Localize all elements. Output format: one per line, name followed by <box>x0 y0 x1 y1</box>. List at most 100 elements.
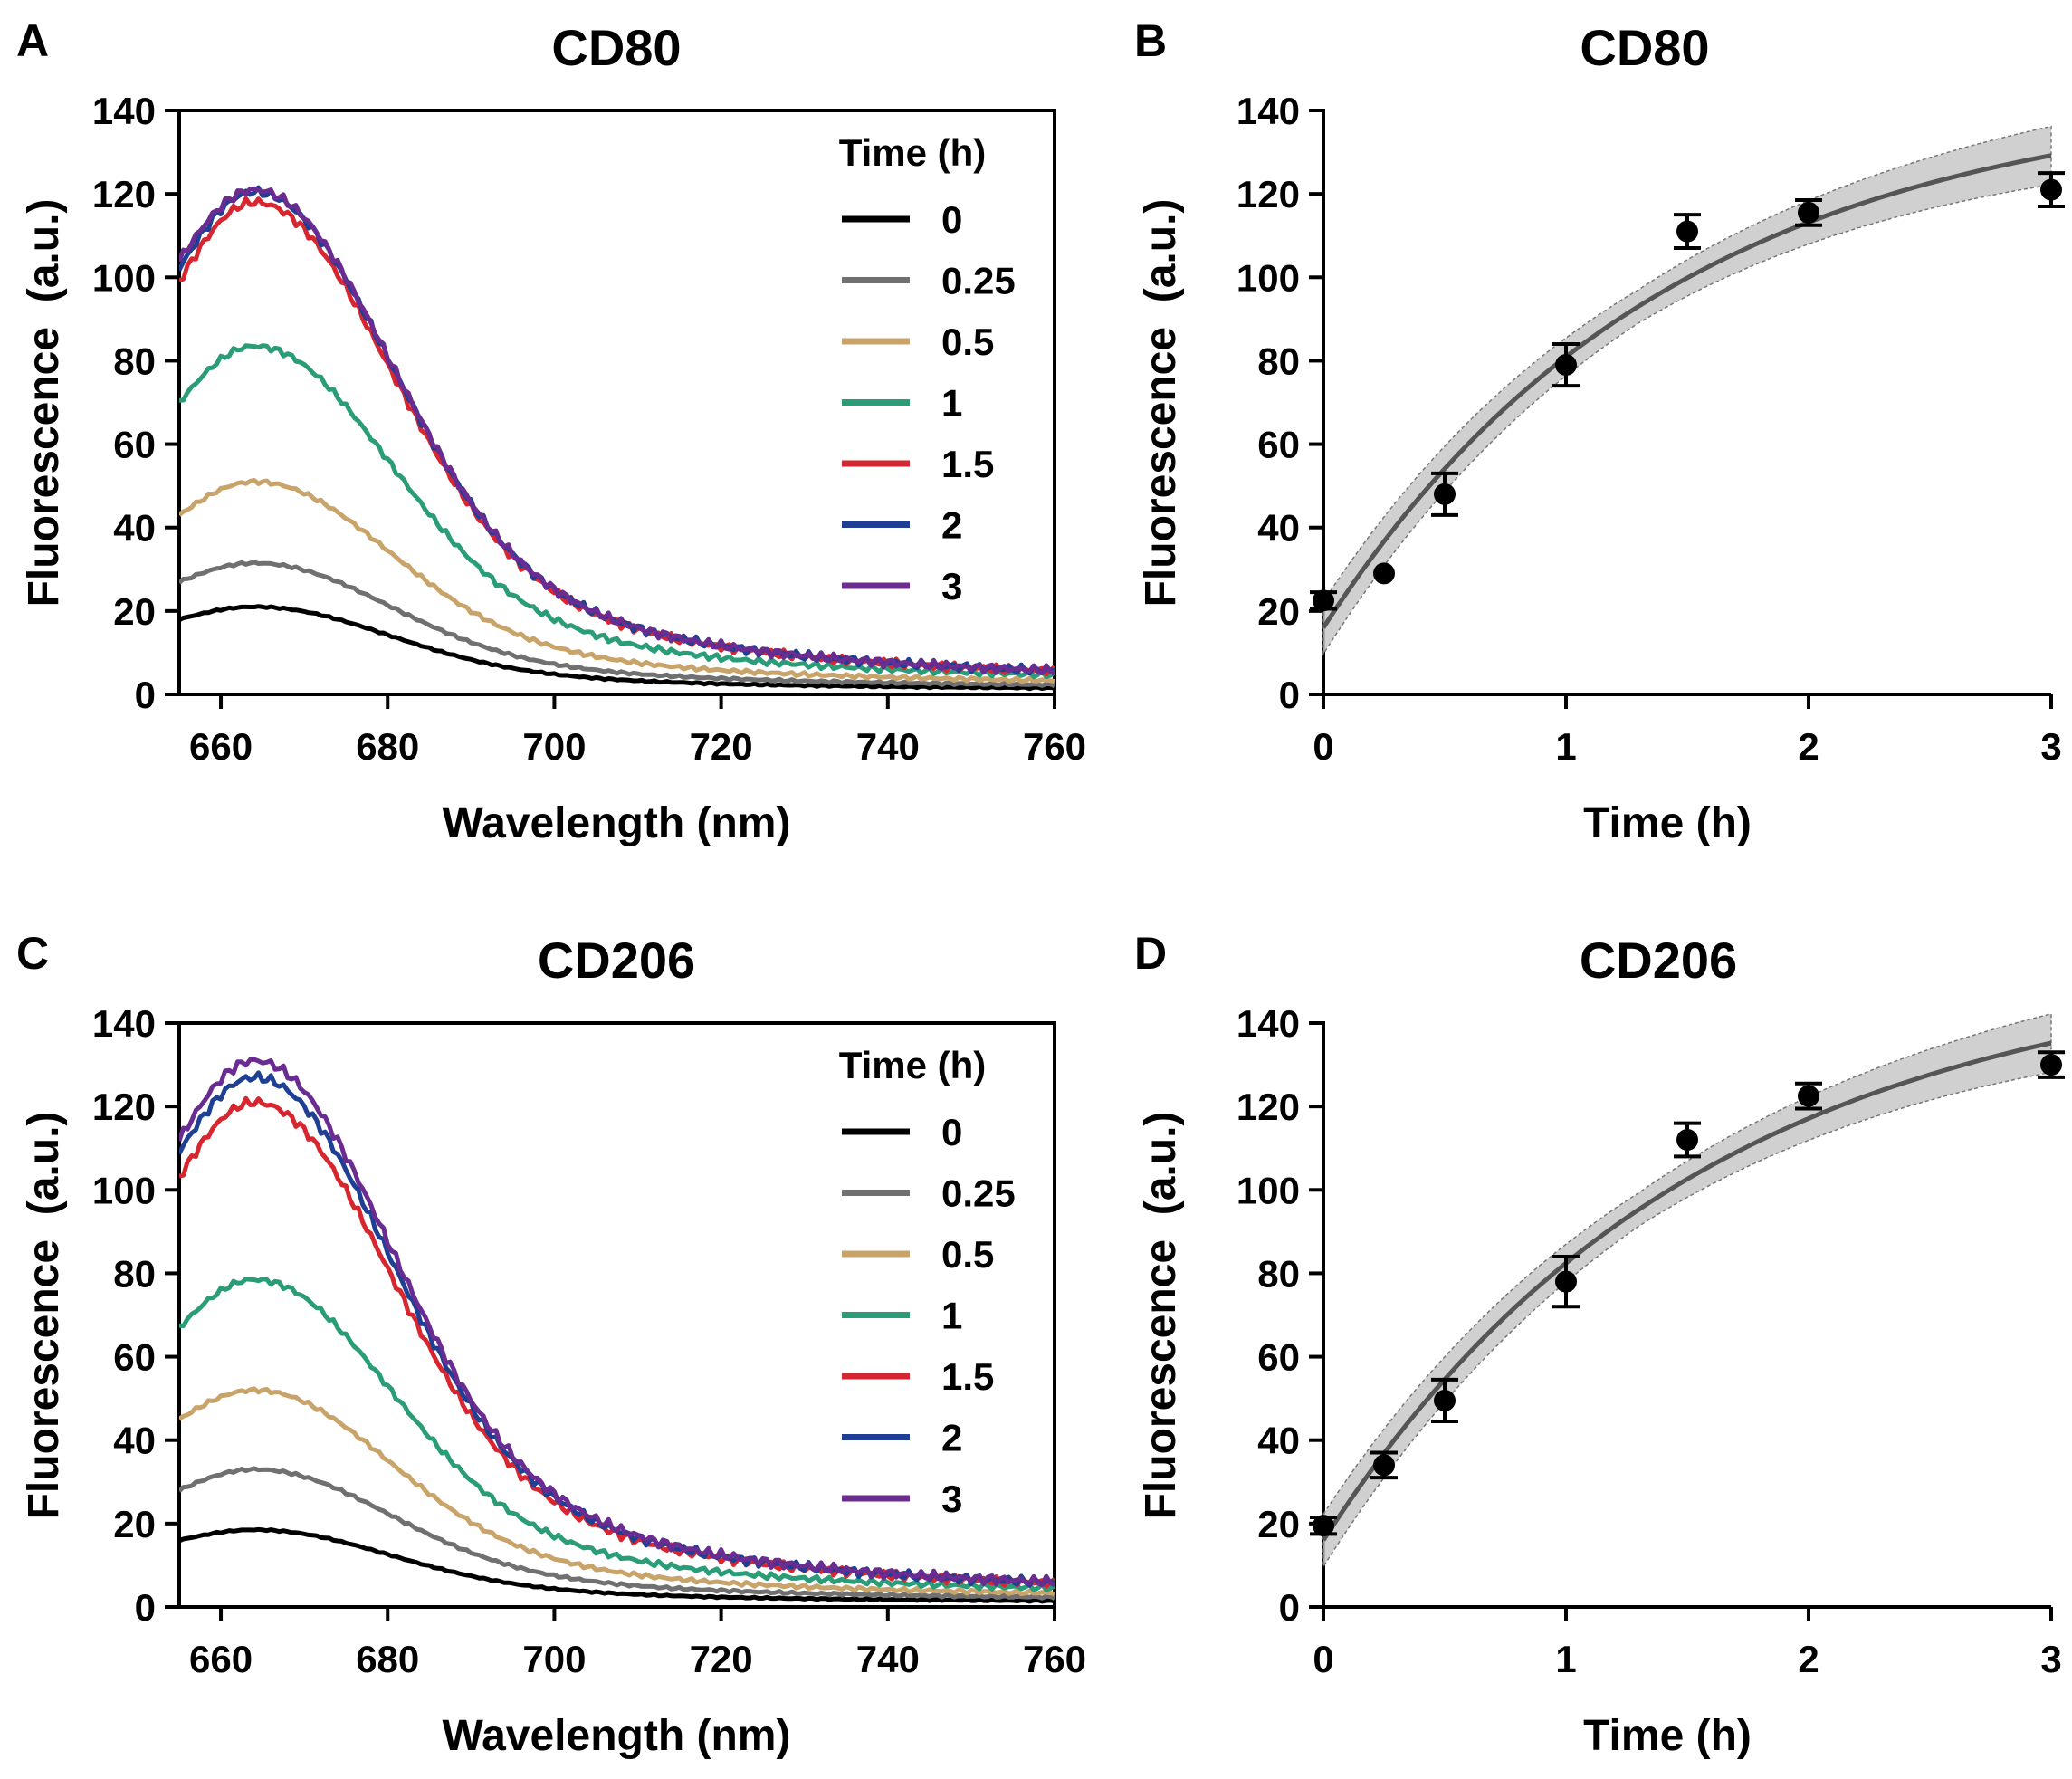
x-tick-label: 680 <box>356 725 419 768</box>
data-point-marker <box>2040 1054 2062 1076</box>
series-line-0 <box>179 1526 1055 1604</box>
y-tick-label: 20 <box>1257 1503 1300 1545</box>
series-line-2 <box>179 185 1055 676</box>
y-tick-label: 140 <box>1237 1002 1300 1045</box>
y-tick-label: 40 <box>113 507 156 550</box>
x-tick-label: 0 <box>1313 725 1333 768</box>
data-point-1 <box>1370 1450 1398 1480</box>
chart-title: CD206 <box>1580 932 1737 989</box>
series-line-0_25 <box>179 1466 1055 1601</box>
legend-label: 3 <box>941 565 962 607</box>
data-point-1 <box>1373 562 1395 585</box>
plot-frame <box>177 109 1056 696</box>
data-point-marker <box>1313 1515 1334 1537</box>
y-tick-label: 0 <box>1279 674 1300 716</box>
legend-label: 2 <box>941 1417 962 1459</box>
y-tick-label: 140 <box>1237 90 1300 132</box>
chart-title: CD80 <box>1580 19 1709 76</box>
data-point-6 <box>2038 171 2065 208</box>
x-tick-label: 720 <box>690 725 753 768</box>
y-tick-label: 140 <box>92 90 156 132</box>
y-tick-label: 120 <box>92 173 156 215</box>
x-tick-label: 760 <box>1023 1638 1086 1680</box>
y-tick-label: 20 <box>1257 590 1300 633</box>
spectra <box>179 1057 1055 1604</box>
legend-label: 1.5 <box>941 1355 994 1398</box>
y-tick-label: 0 <box>135 674 156 716</box>
data-point-marker <box>2040 178 2062 201</box>
legend-label: 1.5 <box>941 443 994 485</box>
y-tick-label: 40 <box>1257 507 1300 550</box>
data-point-4 <box>1674 1121 1701 1159</box>
y-tick-label: 60 <box>1257 1336 1300 1379</box>
data-point-marker <box>1373 562 1395 585</box>
data-point-2 <box>1431 471 1458 517</box>
x-axis-label: Wavelength (nm) <box>443 1712 791 1760</box>
data-point-marker <box>1555 354 1577 377</box>
legend-label: 0.25 <box>941 260 1016 302</box>
legend-label: 0.5 <box>941 1233 994 1276</box>
legend-title: Time (h) <box>839 131 987 174</box>
panel-d: D CD206 0 20 40 60 80 100 120 140 0 1 2 3 Time (h) Fluo… <box>1134 928 2065 1760</box>
y-tick-label: 80 <box>1257 1252 1300 1295</box>
data-point-marker <box>1676 220 1698 243</box>
legend: Time (h) 0 0.25 0.5 1 1.5 2 3 <box>839 1044 1016 1520</box>
x-tick-label: 700 <box>522 1638 586 1680</box>
series-line-1_5 <box>179 196 1055 676</box>
series-line-0_5 <box>179 478 1055 684</box>
x-tick-label: 760 <box>1023 725 1086 768</box>
series-line-1 <box>179 1277 1055 1592</box>
y-tick-label: 100 <box>1237 1169 1300 1211</box>
x-tick-label: 660 <box>189 1638 253 1680</box>
y-tick-label: 0 <box>1279 1586 1300 1629</box>
x-tick-label: 1 <box>1555 725 1576 768</box>
confidence-band <box>1322 1012 2052 1569</box>
panel-letter: B <box>1134 15 1167 66</box>
legend-label: 0 <box>941 1111 962 1153</box>
y-tick-label: 40 <box>113 1420 156 1462</box>
legend: Time (h) 0 0.25 0.5 1 1.5 2 3 <box>839 131 1016 607</box>
legend-label: 1 <box>941 1295 962 1337</box>
y-tick-label: 100 <box>92 256 156 299</box>
data-point-6 <box>2038 1050 2065 1079</box>
data-point-marker <box>1555 1270 1577 1293</box>
legend-label: 2 <box>941 504 962 547</box>
y-tick-label: 80 <box>113 340 156 382</box>
y-tick-label: 40 <box>1257 1420 1300 1462</box>
series-line-1_5 <box>179 1095 1055 1589</box>
chart-title: CD206 <box>538 932 695 989</box>
legend-label: 3 <box>941 1478 962 1520</box>
y-axis-label: Fluorescence (a.u.) <box>1137 199 1185 607</box>
y-tick-label: 60 <box>113 424 156 466</box>
x-tick-label: 740 <box>856 725 920 768</box>
legend-title: Time (h) <box>839 1044 987 1086</box>
series-line-0_5 <box>179 1386 1055 1597</box>
x-tick-label: 2 <box>1798 1638 1819 1680</box>
data-point-3 <box>1552 342 1580 388</box>
y-tick-label: 120 <box>1237 1086 1300 1128</box>
y-tick-label: 80 <box>113 1252 156 1295</box>
data-point-0 <box>1310 1515 1337 1537</box>
confidence-band <box>1322 125 2052 656</box>
y-tick-label: 120 <box>92 1086 156 1128</box>
x-tick-label: 720 <box>690 1638 753 1680</box>
x-tick-label: 3 <box>2040 1638 2061 1680</box>
data-point-5 <box>1795 1081 1822 1111</box>
chart-title: CD80 <box>551 19 681 76</box>
x-axis-label: Time (h) <box>1583 799 1752 847</box>
data-point-marker <box>1798 1085 1819 1107</box>
x-tick-label: 2 <box>1798 725 1819 768</box>
data-point-marker <box>1434 1389 1456 1411</box>
data-point-marker <box>1434 483 1456 505</box>
y-tick-label: 80 <box>1257 340 1300 382</box>
y-tick-label: 0 <box>135 1586 156 1629</box>
spectra <box>179 185 1055 692</box>
legend-label: 0 <box>941 198 962 241</box>
y-axis-label: Fluorescence (a.u.) <box>20 199 68 607</box>
x-tick-label: 3 <box>2040 725 2061 768</box>
data-point-marker <box>1373 1454 1395 1477</box>
x-axis-label: Time (h) <box>1583 1712 1752 1760</box>
data-point-marker <box>1676 1129 1698 1151</box>
